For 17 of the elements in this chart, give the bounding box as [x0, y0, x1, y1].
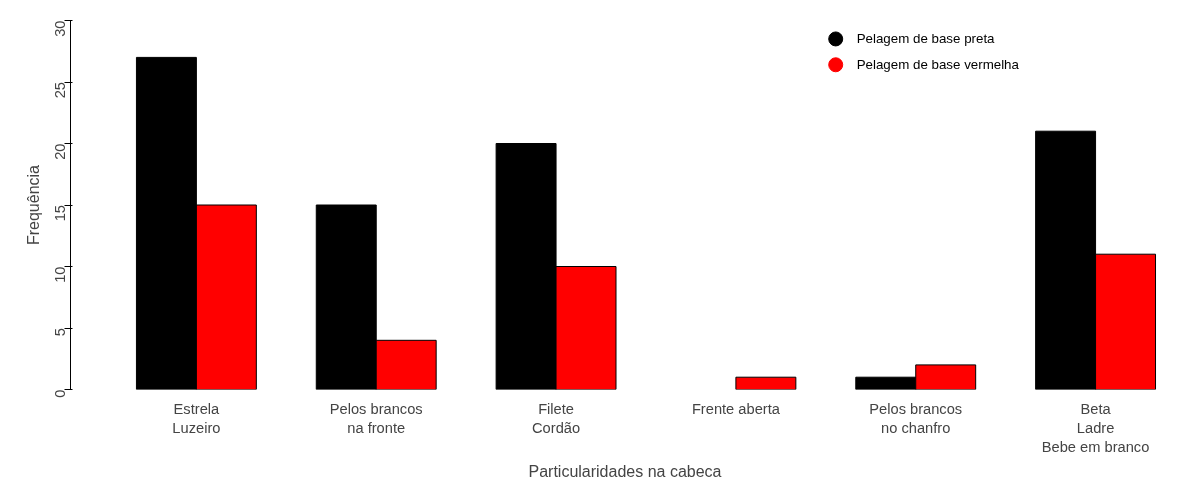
y-tick-label: 0 [51, 389, 68, 398]
x-tick-label: Estrela Luzeiro [172, 400, 221, 436]
legend-label: Pelagem de base vermelha [856, 57, 1020, 73]
y-axis-title: Frequência [24, 164, 42, 246]
y-tick-label: 10 [51, 266, 68, 283]
legend-label: Pelagem de base preta [856, 31, 996, 47]
x-axis-title: Particularidades na cabeca [528, 462, 722, 480]
x-tick-label: Pelos brancos no chanfro [869, 400, 963, 436]
x-tick-label: Filete Cordão [532, 400, 581, 436]
x-tick-label: Frente aberta [691, 400, 781, 417]
y-tick-label: 20 [51, 143, 68, 160]
y-tick-label: 30 [51, 20, 68, 37]
y-tick-label: 5 [51, 327, 68, 337]
x-tick-label: Beta Ladre Bebe em branco [1041, 400, 1150, 455]
y-tick-label: 15 [51, 204, 68, 222]
x-tick-label: Pelos brancos na fronte [329, 400, 423, 436]
y-tick-label: 25 [51, 81, 68, 99]
